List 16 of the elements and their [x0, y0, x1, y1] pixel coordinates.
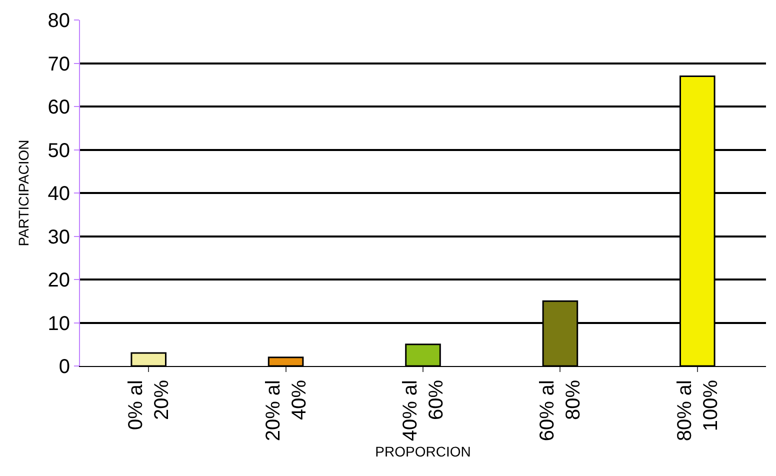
y-tick-label: 10	[48, 312, 70, 335]
x-tick-label: 20% al 40%	[262, 380, 310, 442]
y-tick-label: 40	[48, 183, 70, 205]
x-tick-label: 80% al 100%	[674, 380, 722, 442]
x-axis-title: PROPORCION	[375, 443, 471, 460]
x-tick-label: 40% al 60%	[400, 380, 448, 442]
y-tick-label: 30	[48, 226, 70, 248]
y-tick-label: 50	[48, 140, 70, 162]
y-tick-label: 0	[58, 356, 70, 378]
y-tick-label: 80	[48, 10, 70, 32]
x-tick-label: 60% al 80%	[536, 380, 585, 442]
x-tick-label: 0% al 20%	[125, 380, 174, 430]
y-tick-label: 60	[48, 96, 70, 118]
y-tick-label: 20	[48, 270, 70, 292]
y-axis-title: PARTICIPACION	[15, 140, 32, 246]
y-tick-label: 70	[48, 53, 70, 76]
